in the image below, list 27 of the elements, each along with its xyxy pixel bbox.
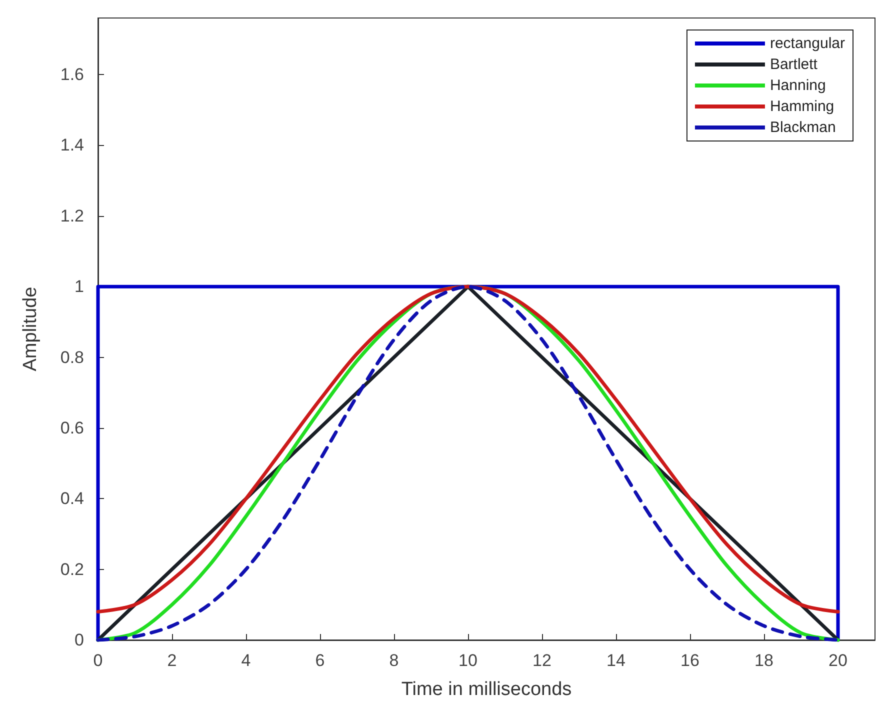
x-tick-label: 6 xyxy=(315,651,325,670)
x-tick-label: 0 xyxy=(93,651,103,670)
y-tick-label: 0.8 xyxy=(60,348,84,367)
y-tick-label: 0.6 xyxy=(60,418,84,438)
y-tick-label: 0.4 xyxy=(60,489,84,508)
legend-label: Hamming xyxy=(770,98,834,115)
legend-label: Blackman xyxy=(770,119,836,136)
y-tick-label: 0.2 xyxy=(60,560,84,579)
y-tick-label: 1 xyxy=(74,277,84,296)
legend-label: Bartlett xyxy=(770,56,818,73)
x-tick-label: 8 xyxy=(389,651,399,670)
x-tick-label: 2 xyxy=(167,651,177,670)
y-tick-label: 1.4 xyxy=(60,136,84,155)
y-tick-label: 1.2 xyxy=(60,206,84,226)
y-axis-title: Amplitude xyxy=(20,286,41,372)
x-tick-label: 18 xyxy=(754,651,774,670)
legend-label: Hanning xyxy=(770,77,826,94)
x-tick-label: 16 xyxy=(680,651,700,670)
y-tick-label: 1.6 xyxy=(60,65,84,84)
x-tick-label: 10 xyxy=(458,651,478,670)
x-axis-title: Time in milliseconds xyxy=(401,679,572,700)
x-tick-label: 14 xyxy=(606,651,626,670)
y-tick-label: 0 xyxy=(74,630,84,650)
x-tick-label: 20 xyxy=(828,651,848,670)
legend-label: rectangular xyxy=(770,35,846,52)
x-tick-label: 4 xyxy=(241,651,251,670)
x-tick-label: 12 xyxy=(532,651,552,670)
